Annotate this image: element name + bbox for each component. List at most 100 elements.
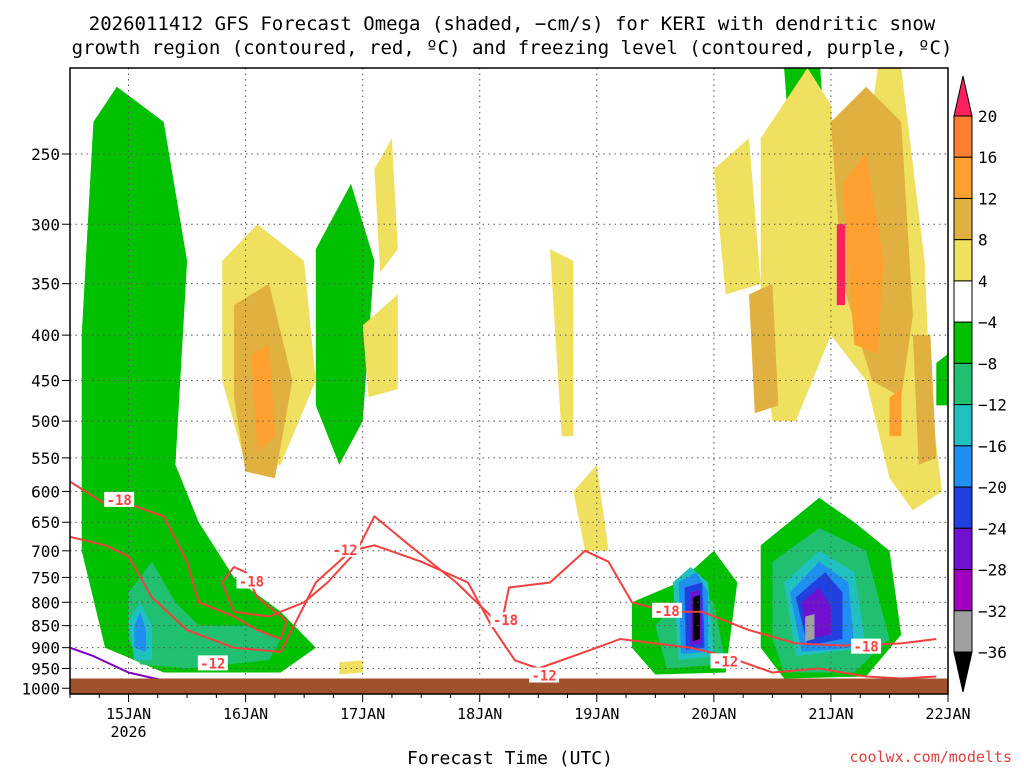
y-tick-label-550: 550 (31, 449, 60, 468)
colorbar-label-0: 20 (978, 107, 997, 126)
contour-label-bg-7 (710, 653, 741, 669)
omega-region-6-0 (692, 595, 700, 642)
contour-label-2: -12 (200, 656, 225, 672)
chart-title-line2: growth region (contoured, red, ºC) and f… (72, 37, 953, 59)
colorbar-segment-1 (953, 115, 973, 158)
colorbar-top-arrow (953, 75, 973, 117)
colorbar-label-2: 12 (978, 189, 997, 208)
omega-region-8-3 (550, 249, 574, 437)
contour-label-8: -18 (853, 640, 878, 656)
colorbar-label-3: 8 (978, 231, 988, 250)
contour-label-3: -12 (332, 543, 357, 559)
y-tick-label-950: 950 (31, 659, 60, 678)
y-tick-label-500: 500 (31, 412, 60, 431)
omega-region-0-6 (936, 353, 948, 406)
x-tick-sublabel-15JAN: 2026 (110, 723, 146, 741)
grid-lines (70, 68, 949, 694)
colorbar-segment-9 (953, 445, 973, 488)
omega-region-7-0 (805, 614, 815, 642)
omega-region-8-8 (339, 660, 363, 675)
colorbar-segment-11 (953, 527, 973, 571)
y-tick-label-800: 800 (31, 593, 60, 612)
colorbar-label-5: −4 (978, 313, 997, 332)
y-axis: 250 300 350 400 450 500 550 600 650 700 750 800 850 9… (21, 145, 70, 698)
omega-region-9-1 (749, 283, 779, 414)
colorbar-segment-2 (953, 156, 973, 199)
colorbar: 20 16 12 8 4 −4 −8 −12 −16 −20 −24 −28 −32 −36 (953, 75, 1007, 693)
y-tick-label-650: 650 (31, 513, 60, 532)
y-tick-label-400: 400 (31, 326, 60, 345)
contour-label-0: -18 (107, 493, 132, 509)
x-tick-label-20JAN: 20JAN (691, 705, 736, 723)
colorbar-label-13: −36 (978, 643, 1007, 662)
contour-labels: -18 -18 -12 -12 -18 -12 -18 -12 -18 (104, 491, 882, 685)
contour-label-5: -12 (531, 669, 556, 685)
contour-label-bg-0 (104, 491, 135, 507)
colorbar-segment-5 (953, 280, 973, 323)
contour-label-4: -18 (493, 613, 518, 629)
y-tick-label-750: 750 (31, 568, 60, 587)
omega-region-3-0 (134, 611, 147, 652)
omega-region-9-3 (912, 335, 937, 465)
omega-region-8-7 (573, 464, 609, 551)
x-tick-label-15JAN: 15JAN (106, 705, 151, 723)
contour-label-bg-5 (529, 667, 560, 683)
omega-region-10-1 (842, 154, 884, 354)
contour-label-bg-1 (236, 573, 267, 589)
y-tick-label-600: 600 (31, 482, 60, 501)
colorbar-label-9: −20 (978, 478, 1007, 497)
y-tick-label-250: 250 (31, 145, 60, 164)
y-tick-label-300: 300 (31, 215, 60, 234)
contour-label-bg-3 (330, 541, 361, 557)
contour--12-1 (70, 535, 937, 680)
y-tick-label-1000: 1000 (21, 679, 60, 698)
omega-region-8-2 (362, 294, 398, 398)
contour-label-bg-2 (197, 655, 228, 671)
omega-region-8-1 (374, 138, 398, 273)
contour-label-bg-6 (652, 602, 683, 618)
omega-region-1-0 (128, 561, 281, 669)
terrain-fill (70, 678, 948, 694)
contour-label-6: -18 (654, 604, 679, 620)
contour-label-bg-4 (490, 612, 521, 628)
omega-region-10-0 (251, 344, 275, 451)
colorbar-segment-8 (953, 404, 973, 447)
y-tick-label-350: 350 (31, 275, 60, 294)
omega-shading (81, 68, 948, 679)
colorbar-label-7: −12 (978, 396, 1007, 415)
colorbar-label-10: −24 (978, 519, 1007, 538)
credit-text: coolwx.com/modelts (849, 748, 1012, 766)
x-tick-label-22JAN: 22JAN (925, 705, 970, 723)
colorbar-segment-3 (953, 197, 973, 241)
colorbar-label-8: −16 (978, 437, 1007, 456)
y-tick-label-450: 450 (31, 372, 60, 391)
colorbar-label-11: −28 (978, 561, 1007, 580)
colorbar-segment-6 (953, 321, 973, 364)
x-tick-label-21JAN: 21JAN (808, 705, 853, 723)
omega-region-0-0 (81, 86, 316, 673)
colorbar-label-6: −8 (978, 354, 997, 373)
y-tick-label-900: 900 (31, 639, 60, 658)
colorbar-segment-10 (953, 486, 973, 529)
omega-region-10-2 (889, 389, 902, 437)
colorbar-segment-12 (953, 569, 973, 612)
y-tick-label-850: 850 (31, 617, 60, 636)
x-tick-label-16JAN: 16JAN (223, 705, 268, 723)
x-tick-label-19JAN: 19JAN (574, 705, 619, 723)
colorbar-label-12: −32 (978, 602, 1007, 621)
omega-region-0-1 (315, 183, 375, 465)
contour-label-bg-8 (851, 638, 882, 654)
chart-title-line1: 2026011412 GFS Forecast Omega (shaded, −… (89, 13, 936, 35)
colorbar-bottom-arrow (953, 651, 973, 693)
colorbar-label-1: 16 (978, 148, 997, 167)
omega-region-8-4 (713, 138, 761, 295)
x-tick-label-18JAN: 18JAN (457, 705, 502, 723)
contour-label-7: -12 (713, 654, 738, 670)
colorbar-label-4: 4 (978, 272, 988, 291)
x-tick-label-17JAN: 17JAN (340, 705, 385, 723)
contour-label-1: -18 (239, 574, 264, 590)
colorbar-segment-7 (953, 362, 973, 406)
y-tick-label-700: 700 (31, 542, 60, 561)
